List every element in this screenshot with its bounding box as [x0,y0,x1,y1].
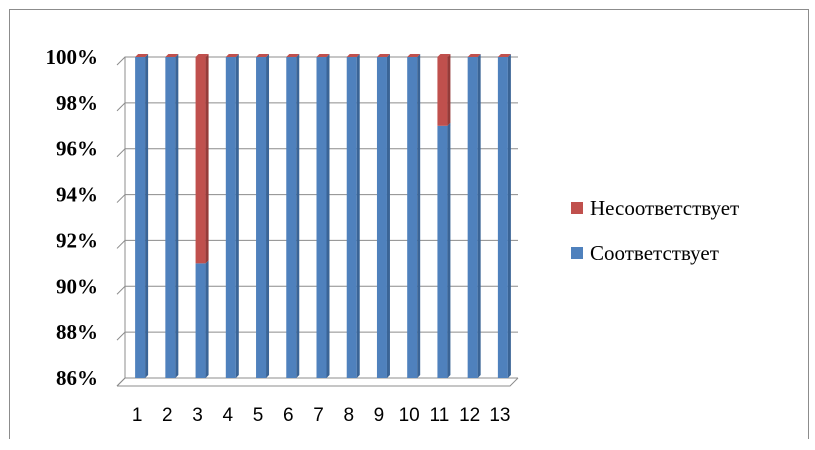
gridline [116,377,518,387]
bar-segment-compliant [497,57,508,378]
bar-top [497,54,511,57]
y-tick-label: 88% [56,320,98,344]
bar-side-noncompliant [205,54,209,264]
bar-side-compliant [326,54,330,378]
y-tick-label: 86% [56,366,98,390]
bar-side-compliant [145,54,149,378]
y-tick-label: 92% [56,228,98,252]
bar-side-compliant [266,54,270,378]
bar-segment-compliant [286,57,297,378]
bar-side-compliant [477,54,481,378]
x-tick-label: 11 [430,405,450,426]
y-tick-label: 98% [56,91,98,115]
bar-segment-compliant [346,57,357,378]
bar-side-compliant [386,54,390,378]
legend-label: Соответствует [590,241,719,265]
bar-side-compliant [296,54,300,378]
bar-segment-compliant [316,57,327,378]
bar-top [165,54,179,57]
bar-segment-compliant [165,57,176,378]
bar-top [467,54,481,57]
bar-top [286,54,300,57]
bar-top [346,54,360,57]
x-tick-label: 9 [374,405,385,426]
x-tick-label: 12 [459,405,480,426]
bar-segment-compliant [437,125,448,379]
y-tick-label: 90% [56,274,98,298]
legend-swatch [571,202,583,214]
bar-top [135,54,149,57]
x-tick-label: 5 [253,405,264,426]
bar-side-compliant [356,54,360,378]
bar-top [225,54,239,57]
bar-top [195,54,209,57]
bar-segment-compliant [195,263,206,378]
bar-segment-compliant [407,57,418,378]
bar-side-compliant [417,54,421,378]
x-tick-label: 8 [343,405,354,426]
bar-top [437,54,451,57]
y-tick-label: 100% [46,45,99,69]
bar-side-compliant [447,122,451,379]
legend-swatch [571,247,583,259]
bar-side-noncompliant [447,54,451,126]
x-tick-label: 13 [489,405,510,426]
bar-segment-noncompliant [437,57,448,126]
bar-top [376,54,390,57]
bar-segment-compliant [225,57,236,378]
bar-segment-compliant [376,57,387,378]
bar-segment-compliant [256,57,267,378]
x-tick-label: 3 [192,405,203,426]
bar-segment-compliant [467,57,478,378]
bar-side-compliant [175,54,179,378]
x-tick-label: 1 [132,405,143,426]
bar-segment-noncompliant [195,57,206,264]
x-tick-label: 2 [162,405,173,426]
bar-top [256,54,270,57]
y-tick-label: 94% [56,183,98,207]
bar-top [407,54,421,57]
axis-floor [117,377,519,387]
y-tick-label: 96% [56,137,98,161]
bar-top [316,54,330,57]
bar-segment-compliant [135,57,146,378]
x-tick-label: 10 [399,405,420,426]
legend-label: Несоответствует [590,196,739,220]
x-tick-label: 7 [313,405,324,426]
bar-side-compliant [235,54,239,378]
bar-side-compliant [205,260,209,378]
bar-side-compliant [507,54,511,378]
x-tick-label: 4 [223,405,234,426]
x-tick-label: 6 [283,405,294,426]
